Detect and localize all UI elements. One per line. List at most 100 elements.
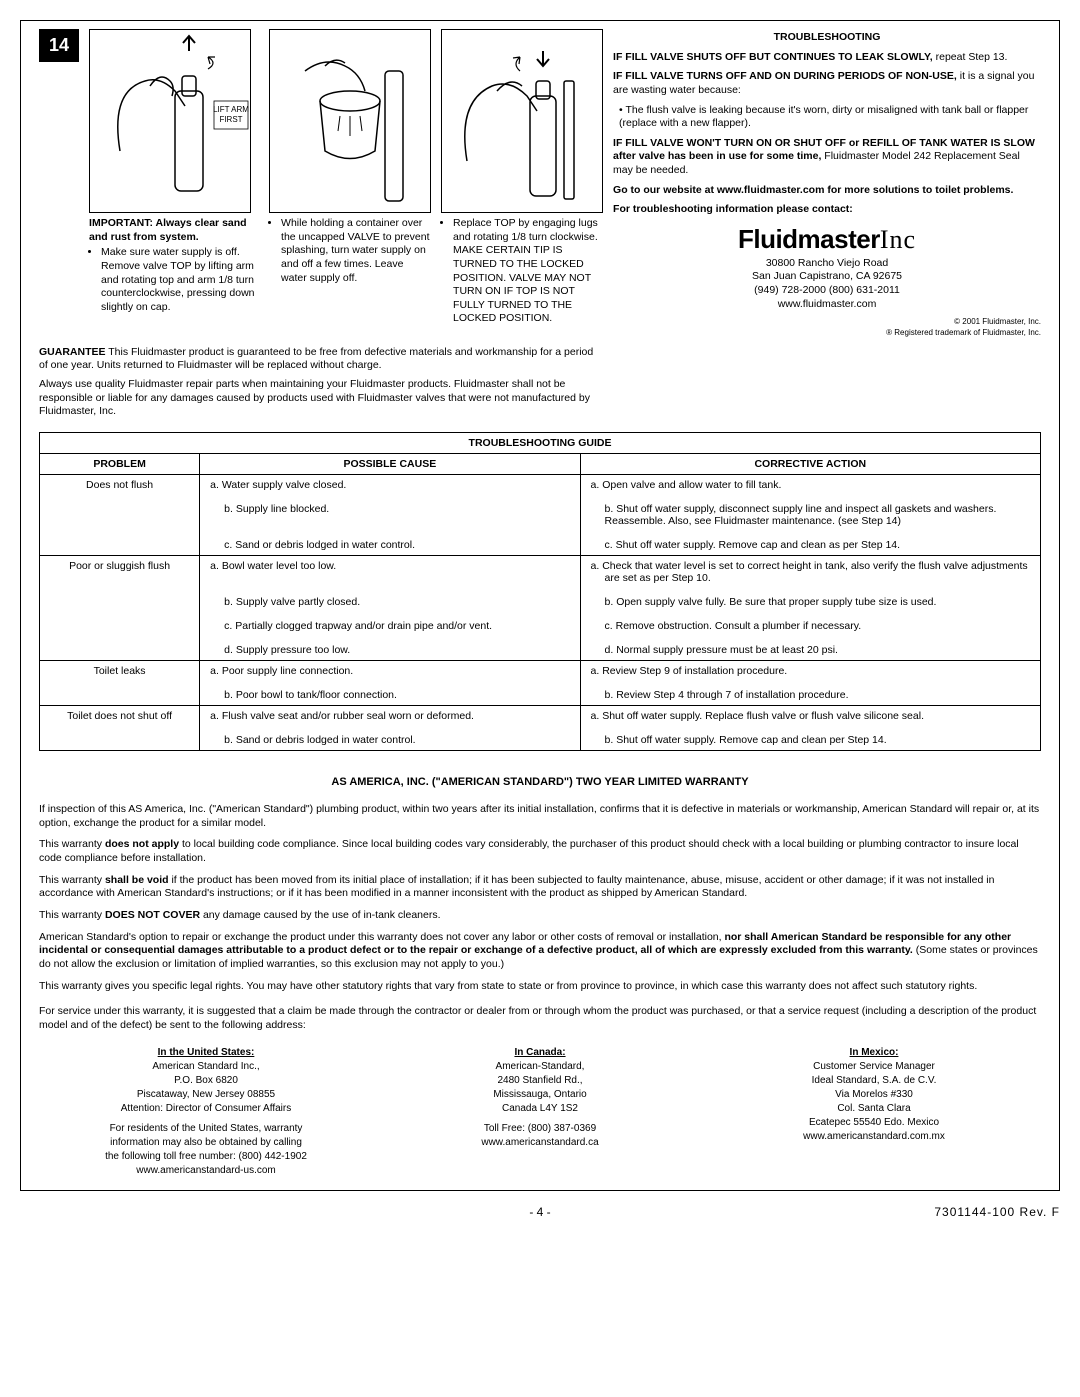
mx-l4: Col. Santa Clara [707, 1102, 1041, 1116]
warranty-section: AS AMERICA, INC. ("AMERICAN STANDARD") T… [39, 775, 1041, 1033]
us-l4: Attention: Director of Consumer Affairs [39, 1102, 373, 1116]
diagram-a: LIFT ARM FIRST [89, 29, 251, 213]
diagram-c-bullet: Replace TOP by engaging lugs and rotatin… [453, 217, 603, 326]
diagram-c-caption: Replace TOP by engaging lugs and rotatin… [441, 217, 603, 326]
table-title: TROUBLESHOOTING GUIDE [40, 432, 1041, 453]
warranty-p5a: American Standard's option to repair or … [39, 931, 724, 943]
action-cell: a. Open valve and allow water to fill ta… [580, 474, 1040, 555]
troubleshooting-header: TROUBLESHOOTING [774, 31, 881, 43]
diagram-b-caption: While holding a container over the uncap… [269, 217, 431, 285]
cause-cell: a. Water supply valve closed. b. Supply … [200, 474, 580, 555]
warranty-p2c: to local building code compliance. Since… [39, 838, 1019, 864]
table-row: Toilet leaks a. Poor supply line connect… [40, 660, 1041, 705]
ca-l2: 2480 Stanfield Rd., [373, 1074, 707, 1088]
troubleshooting-column: TROUBLESHOOTING IF FILL VALVE SHUTS OFF … [613, 29, 1041, 338]
mx-l1: Customer Service Manager [707, 1060, 1041, 1074]
step-badge-wrap: 14 [39, 29, 79, 62]
warranty-title: AS AMERICA, INC. ("AMERICAN STANDARD") T… [39, 775, 1041, 789]
warranty-p4c: any damage caused by the use of in-tank … [200, 909, 440, 921]
us-note3: the following toll free number: (800) 44… [39, 1150, 373, 1164]
mx-l5: Ecatepec 55540 Edo. Mexico [707, 1116, 1041, 1130]
warranty-p4b: DOES NOT COVER [105, 909, 200, 921]
brand-name: Fluidmaster [738, 224, 880, 254]
table-col-problem: PROBLEM [40, 453, 200, 474]
important-label: IMPORTANT: Always clear sand and rust fr… [89, 217, 247, 243]
mx-l2: Ideal Standard, S.A. de C.V. [707, 1074, 1041, 1088]
copyright1: © 2001 Fluidmaster, Inc. [613, 317, 1041, 327]
address-mx: In Mexico: Customer Service Manager Idea… [707, 1046, 1041, 1178]
mx-url: www.americanstandard.com.mx [707, 1130, 1041, 1144]
ca-l1: American-Standard, [373, 1060, 707, 1074]
action-cell: a. Shut off water supply. Replace flush … [580, 705, 1040, 750]
page-frame: 14 LIFT ARM FIRST IMPORTANT: Always clea… [20, 20, 1060, 1191]
warranty-p1: If inspection of this AS America, Inc. (… [39, 803, 1041, 830]
us-l2: P.O. Box 6820 [39, 1074, 373, 1088]
warranty-p4a: This warranty [39, 909, 105, 921]
brand-url: www.fluidmaster.com [613, 298, 1041, 312]
brand-suffix: Inc [880, 225, 916, 254]
brand-block: FluidmasterInc 30800 Rancho Viejo Road S… [613, 223, 1041, 311]
diagram-b-col: While holding a container over the uncap… [269, 29, 431, 285]
ts-p2-bold: IF FILL VALVE TURNS OFF AND ON DURING PE… [613, 70, 957, 82]
us-note2: information may also be obtained by call… [39, 1136, 373, 1150]
problem-cell: Toilet leaks [40, 660, 200, 705]
troubleshooting-table: TROUBLESHOOTING GUIDE PROBLEM POSSIBLE C… [39, 432, 1041, 751]
address-ca: In Canada: American-Standard, 2480 Stanf… [373, 1046, 707, 1178]
guarantee-block: GUARANTEE This Fluidmaster product is gu… [39, 346, 599, 418]
brand-logo: FluidmasterInc [613, 223, 1041, 257]
mx-hdr: In Mexico: [707, 1046, 1041, 1060]
replace-top-illustration [442, 30, 602, 212]
table-col-action: CORRECTIVE ACTION [580, 453, 1040, 474]
diagram-c-col: Replace TOP by engaging lugs and rotatin… [441, 29, 603, 326]
guarantee-p2: Always use quality Fluidmaster repair pa… [39, 378, 599, 417]
address-us: In the United States: American Standard … [39, 1046, 373, 1178]
flush-container-illustration [270, 30, 430, 212]
ts-bullet: The flush valve is leaking because it's … [619, 104, 1028, 130]
us-url: www.americanstandard-us.com [39, 1164, 373, 1178]
brand-addr2: San Juan Capistrano, CA 92675 [613, 270, 1041, 284]
us-l3: Piscataway, New Jersey 08855 [39, 1088, 373, 1102]
ts-contact: For troubleshooting information please c… [613, 203, 853, 215]
address-row: In the United States: American Standard … [39, 1046, 1041, 1178]
warranty-p2b: does not apply [105, 838, 179, 850]
guarantee-label: GUARANTEE [39, 346, 106, 358]
ca-l4: Canada L4Y 1S2 [373, 1102, 707, 1116]
problem-cell: Toilet does not shut off [40, 705, 200, 750]
ca-l3: Mississauga, Ontario [373, 1088, 707, 1102]
ca-toll: Toll Free: (800) 387-0369 [373, 1122, 707, 1136]
ts-p1-bold: IF FILL VALVE SHUTS OFF BUT CONTINUES TO… [613, 51, 933, 63]
ca-hdr: In Canada: [373, 1046, 707, 1060]
us-note1: For residents of the United States, warr… [39, 1122, 373, 1136]
diagram-c [441, 29, 603, 213]
table-col-cause: POSSIBLE CAUSE [200, 453, 580, 474]
svg-text:FIRST: FIRST [219, 115, 242, 124]
table-row: Poor or sluggish flush a. Bowl water lev… [40, 555, 1041, 660]
ts-p1-rest: repeat Step 13. [933, 51, 1008, 63]
diagram-b-bullet: While holding a container over the uncap… [281, 217, 431, 285]
warranty-p2a: This warranty [39, 838, 105, 850]
cause-cell: a. Bowl water level too low. b. Supply v… [200, 555, 580, 660]
action-cell: a. Check that water level is set to corr… [580, 555, 1040, 660]
diagram-a-bullet: Make sure water supply is off. Remove va… [101, 246, 259, 314]
action-cell: a. Review Step 9 of installation procedu… [580, 660, 1040, 705]
mx-l3: Via Morelos #330 [707, 1088, 1041, 1102]
brand-phones: (949) 728-2000 (800) 631-2011 [613, 284, 1041, 298]
warranty-p3c: if the product has been moved from its i… [39, 874, 994, 900]
us-l1: American Standard Inc., [39, 1060, 373, 1074]
page-footer: - 4 - 7301144-100 Rev. F [20, 1205, 1060, 1219]
cause-cell: a. Flush valve seat and/or rubber seal w… [200, 705, 580, 750]
diagram-a-caption: IMPORTANT: Always clear sand and rust fr… [89, 217, 259, 314]
step-number-badge: 14 [39, 29, 79, 62]
ca-url: www.americanstandard.ca [373, 1136, 707, 1150]
brand-addr1: 30800 Rancho Viejo Road [613, 257, 1041, 271]
warranty-p7: For service under this warranty, it is s… [39, 1005, 1041, 1032]
problem-cell: Does not flush [40, 474, 200, 555]
svg-text:LIFT ARM: LIFT ARM [213, 105, 249, 114]
warranty-p3b: shall be void [105, 874, 169, 886]
us-hdr: In the United States: [39, 1046, 373, 1060]
table-row: Toilet does not shut off a. Flush valve … [40, 705, 1041, 750]
ts-goto: Go to our website at www.fluidmaster.com… [613, 184, 1013, 196]
diagram-a-col: LIFT ARM FIRST IMPORTANT: Always clear s… [89, 29, 259, 314]
guarantee-text: This Fluidmaster product is guaranteed t… [39, 346, 593, 371]
diagram-b [269, 29, 431, 213]
